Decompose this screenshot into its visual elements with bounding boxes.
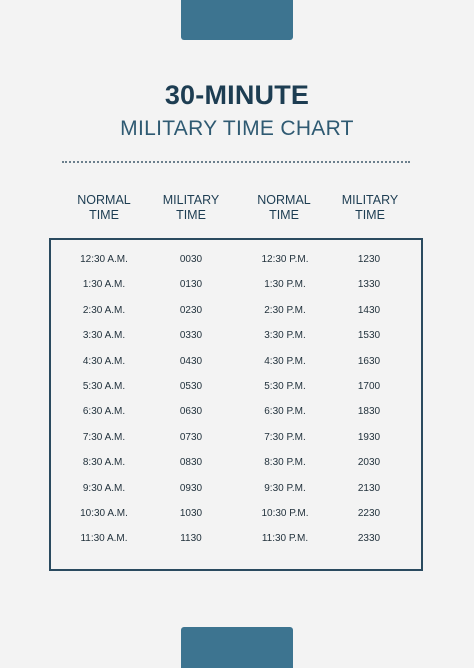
header-military-time-pm: MILITARY TIME — [325, 193, 415, 223]
table-row: 12:30 A.M. 0030 12:30 P.M. 1230 — [0, 252, 474, 268]
military-time-am-cell: 0130 — [179, 279, 203, 291]
military-time-pm-cell: 2130 — [357, 482, 381, 494]
table-row: 5:30 A.M. 0530 5:30 P.M. 1700 — [0, 379, 474, 395]
table-row: 6:30 A.M. 0630 6:30 P.M. 1830 — [0, 404, 474, 420]
military-time-am-cell: 0430 — [179, 355, 203, 367]
normal-time-pm-cell: 1:30 P.M. — [264, 279, 306, 291]
header-line1: MILITARY — [341, 193, 399, 207]
normal-time-am-cell: 4:30 A.M. — [82, 355, 126, 367]
table-row: 9:30 A.M. 0930 9:30 P.M. 2130 — [0, 481, 474, 497]
normal-time-am-cell: 7:30 A.M. — [82, 431, 126, 443]
military-time-am-cell: 0530 — [179, 381, 203, 392]
normal-time-am-cell: 10:30 A.M. — [80, 508, 128, 519]
normal-time-pm-cell: 5:30 P.M. — [264, 381, 306, 392]
military-time-am-cell: 0330 — [179, 330, 203, 342]
normal-time-am-cell: 2:30 A.M. — [82, 304, 126, 316]
military-time-am-cell: 1130 — [180, 533, 202, 545]
normal-time-am-cell: 6:30 A.M. — [82, 406, 126, 418]
normal-time-pm-cell: 3:30 P.M. — [264, 330, 306, 342]
normal-time-am-cell: 8:30 A.M. — [82, 457, 126, 469]
header-line2: TIME — [355, 208, 385, 222]
normal-time-am-cell: 9:30 A.M. — [82, 482, 126, 494]
page-title: 30-MINUTE — [164, 80, 310, 110]
header-line1: MILITARY — [162, 193, 220, 207]
normal-time-am-cell: 11:30 A.M. — [80, 533, 128, 545]
military-time-pm-cell: 1430 — [357, 304, 381, 316]
top-decorative-tab — [181, 0, 293, 40]
header-normal-time-am: NORMAL TIME — [59, 193, 149, 223]
normal-time-am-cell: 12:30 A.M. — [80, 254, 128, 265]
military-time-pm-cell: 1630 — [357, 355, 381, 367]
header-line2: TIME — [269, 208, 299, 222]
military-time-am-cell: 0930 — [179, 482, 203, 494]
dotted-divider — [62, 161, 410, 163]
military-time-pm-cell: 1830 — [357, 406, 381, 418]
time-table-border — [49, 238, 423, 571]
header-line1: NORMAL — [257, 193, 311, 207]
table-row: 2:30 A.M. 0230 2:30 P.M. 1430 — [0, 303, 474, 319]
table-row: 1:30 A.M. 0130 1:30 P.M. 1330 — [0, 277, 474, 293]
military-time-pm-cell: 1530 — [357, 330, 381, 342]
normal-time-am-cell: 3:30 A.M. — [82, 330, 126, 342]
header-line2: TIME — [89, 208, 119, 222]
military-time-am-cell: 0030 — [179, 254, 203, 265]
normal-time-pm-cell: 4:30 P.M. — [264, 355, 306, 367]
military-time-am-cell: 0630 — [179, 406, 203, 418]
military-time-pm-cell: 1700 — [357, 381, 381, 392]
table-row: 11:30 A.M. 1130 11:30 P.M. 2330 — [0, 531, 474, 547]
military-time-pm-cell: 1930 — [357, 431, 381, 443]
normal-time-am-cell: 1:30 A.M. — [82, 279, 126, 291]
military-time-am-cell: 0230 — [179, 304, 203, 316]
page-subtitle: MILITARY TIME CHART — [120, 117, 354, 140]
normal-time-pm-cell: 6:30 P.M. — [264, 406, 306, 418]
military-time-am-cell: 0830 — [179, 457, 203, 469]
normal-time-pm-cell: 12:30 P.M. — [261, 254, 309, 265]
military-time-pm-cell: 1330 — [357, 279, 381, 291]
table-row: 3:30 A.M. 0330 3:30 P.M. 1530 — [0, 328, 474, 344]
header-line2: TIME — [176, 208, 206, 222]
military-time-pm-cell: 1230 — [357, 254, 381, 265]
military-time-pm-cell: 2230 — [357, 508, 381, 519]
header-line1: NORMAL — [77, 193, 131, 207]
normal-time-pm-cell: 10:30 P.M. — [261, 508, 309, 519]
normal-time-pm-cell: 8:30 P.M. — [264, 457, 306, 469]
military-time-am-cell: 1030 — [179, 508, 203, 519]
table-row: 4:30 A.M. 0430 4:30 P.M. 1630 — [0, 354, 474, 370]
bottom-decorative-tab — [181, 627, 293, 668]
military-time-pm-cell: 2330 — [357, 533, 381, 545]
normal-time-pm-cell: 2:30 P.M. — [264, 304, 306, 316]
normal-time-pm-cell: 11:30 P.M. — [261, 533, 309, 545]
table-row: 8:30 A.M. 0830 8:30 P.M. 2030 — [0, 455, 474, 471]
military-time-pm-cell: 2030 — [357, 457, 381, 469]
normal-time-pm-cell: 7:30 P.M. — [264, 431, 306, 443]
header-normal-time-pm: NORMAL TIME — [239, 193, 329, 223]
normal-time-pm-cell: 9:30 P.M. — [264, 482, 306, 494]
table-row: 7:30 A.M. 0730 7:30 P.M. 1930 — [0, 430, 474, 446]
table-row: 10:30 A.M. 1030 10:30 P.M. 2230 — [0, 506, 474, 522]
normal-time-am-cell: 5:30 A.M. — [82, 381, 126, 392]
military-time-am-cell: 0730 — [179, 431, 203, 443]
header-military-time-am: MILITARY TIME — [146, 193, 236, 223]
